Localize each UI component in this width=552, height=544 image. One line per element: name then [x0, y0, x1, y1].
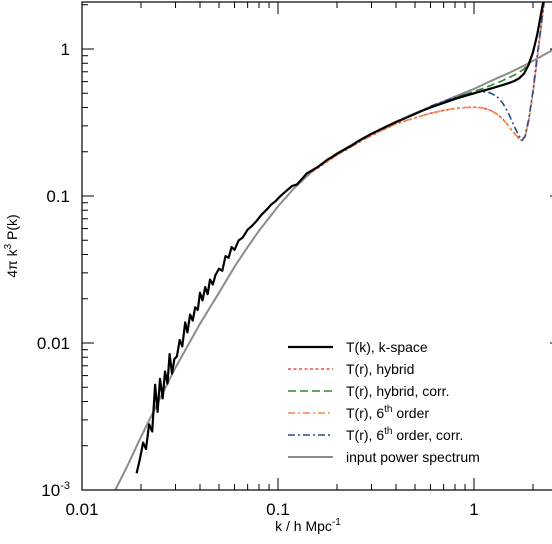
series-line-2	[430, 2, 545, 108]
ticks-layer: 0.01 0.1 110-30.010.11	[37, 2, 552, 519]
series-layer	[114, 2, 552, 490]
y-axis-title: 4π k3 P(k)	[3, 214, 20, 277]
legend-label: input power spectrum	[346, 449, 480, 465]
series-line-4	[430, 2, 545, 141]
legend-label: T(k), k-space	[346, 339, 428, 355]
series-line-3	[312, 2, 545, 172]
x-axis-title: k / h Mpc-1	[275, 517, 341, 534]
y-tick-label: 1	[61, 40, 70, 59]
y-tick-label: 0.1	[46, 187, 70, 206]
x-tick-label: 1	[469, 500, 478, 519]
x-tick-label: 0.1	[266, 500, 290, 519]
series-line-0	[135, 2, 545, 474]
legend-label: T(r), hybrid	[346, 361, 414, 377]
plot-frame	[81, 1, 552, 491]
legend-label: T(r), hybrid, corr.	[346, 383, 449, 399]
legend-label: T(r), 6th order, corr.	[346, 426, 463, 443]
x-tick-label: 0.01	[65, 500, 98, 519]
series-line-1	[312, 2, 545, 173]
y-tick-label: 0.01	[37, 334, 70, 353]
y-tick-label: 10-3	[41, 480, 70, 500]
legend: T(k), k-space T(r), hybrid T(r), hybrid, c…	[288, 339, 480, 465]
legend-label: T(r), 6th order	[346, 404, 429, 421]
